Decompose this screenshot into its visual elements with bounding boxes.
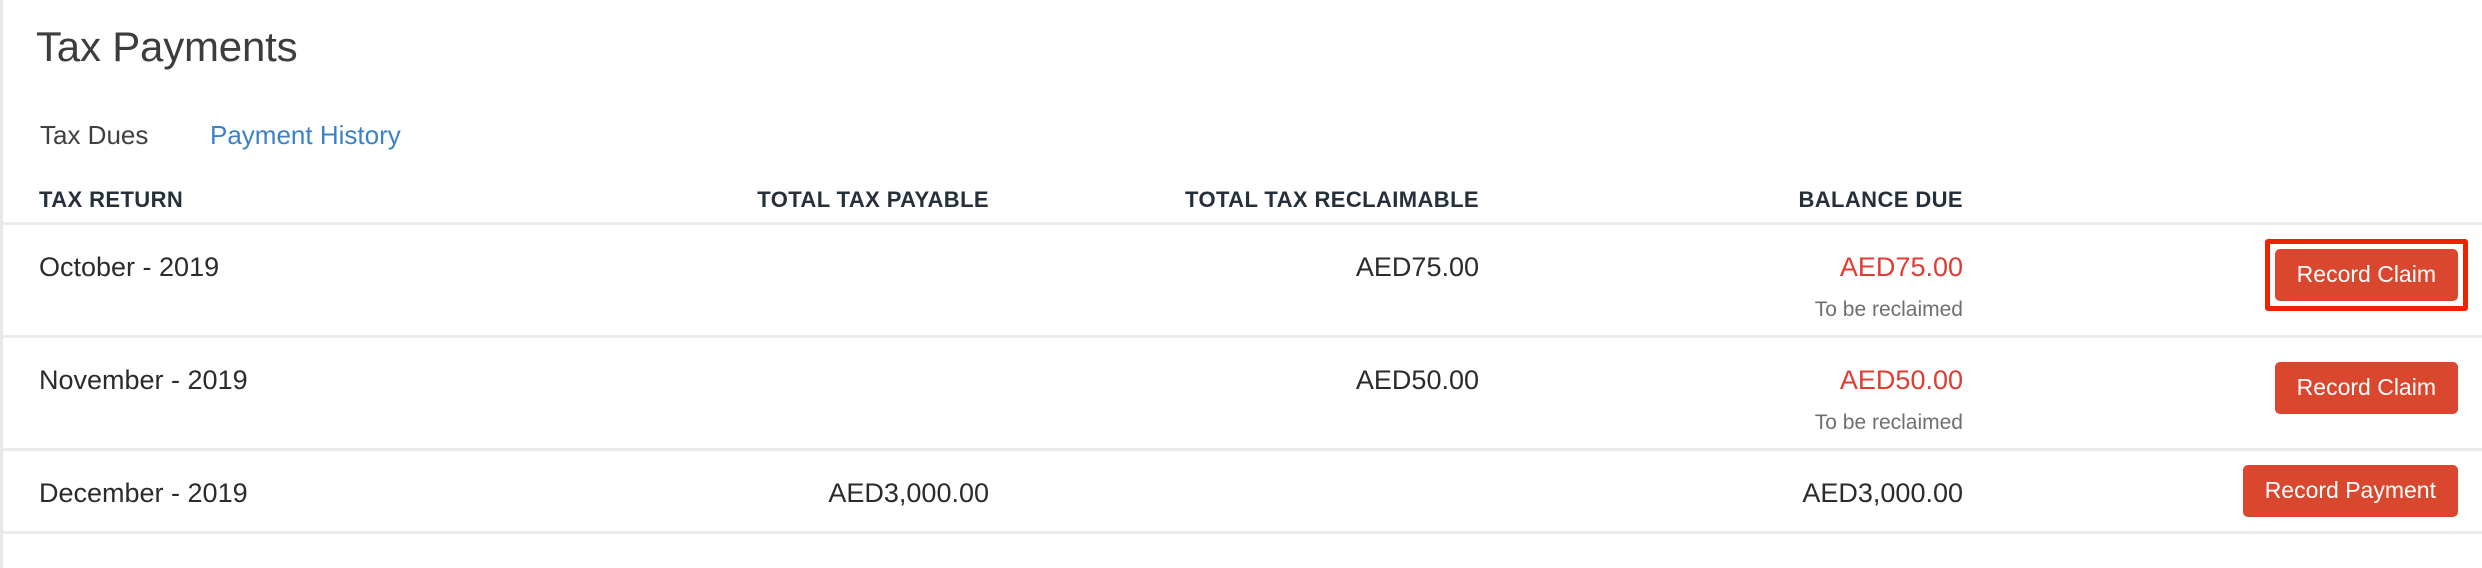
cell-tax-return: November - 2019 bbox=[39, 365, 248, 395]
balance-due-note: To be reclaimed bbox=[1814, 298, 1963, 321]
table-row[interactable]: November - 2019 AED50.00 AED50.00 To be … bbox=[3, 338, 2482, 451]
table-header-row: TAX RETURN TOTAL TAX PAYABLE TOTAL TAX R… bbox=[3, 168, 2482, 225]
cell-balance-due: AED3,000.00 bbox=[1579, 451, 1963, 511]
balance-due-note: To be reclaimed bbox=[1814, 411, 1963, 434]
cell-balance-due: AED50.00 To be reclaimed bbox=[1579, 338, 1963, 436]
cell-tax-return: October - 2019 bbox=[39, 252, 220, 282]
cell-action: Record Claim bbox=[2063, 225, 2468, 311]
cell-action: Record Claim bbox=[2063, 338, 2458, 414]
cell-total-tax-reclaimable: AED75.00 bbox=[1355, 252, 1479, 282]
record-claim-button[interactable]: Record Claim bbox=[2274, 249, 2458, 301]
column-header-total-tax-payable: TOTAL TAX PAYABLE bbox=[757, 187, 989, 212]
tax-dues-table: TAX RETURN TOTAL TAX PAYABLE TOTAL TAX R… bbox=[3, 168, 2482, 566]
record-claim-button-wrapper: Record Claim bbox=[2264, 239, 2468, 311]
page-title: Tax Payments bbox=[36, 23, 298, 70]
tab-payment-history[interactable]: Payment History bbox=[210, 120, 401, 150]
table-row-partial[interactable] bbox=[3, 534, 2482, 566]
column-header-tax-return: TAX RETURN bbox=[39, 187, 184, 212]
column-header-total-tax-reclaimable: TOTAL TAX RECLAIMABLE bbox=[1185, 187, 1479, 212]
tab-bar: Tax Dues Payment History bbox=[3, 110, 2482, 278]
table-row[interactable]: December - 2019 AED3,000.00 AED3,000.00 … bbox=[3, 451, 2482, 534]
tab-tax-dues[interactable]: Tax Dues bbox=[40, 120, 149, 150]
cell-balance-due: AED75.00 To be reclaimed bbox=[1579, 225, 1963, 323]
record-claim-button[interactable]: Record Claim bbox=[2274, 362, 2458, 414]
record-payment-button[interactable]: Record Payment bbox=[2242, 465, 2458, 517]
column-header-action bbox=[2063, 168, 2458, 186]
cell-tax-return: December - 2019 bbox=[39, 478, 248, 508]
cell-total-tax-reclaimable bbox=[1089, 451, 1479, 475]
table-row[interactable]: October - 2019 AED75.00 AED75.00 To be r… bbox=[3, 225, 2482, 338]
record-payment-button-wrapper: Record Payment bbox=[2242, 465, 2458, 517]
cell-total-tax-payable bbox=[599, 225, 989, 249]
cell-total-tax-payable: AED3,000.00 bbox=[828, 478, 989, 508]
cell-total-tax-payable bbox=[599, 338, 989, 362]
cell-total-tax-reclaimable: AED50.00 bbox=[1355, 365, 1479, 395]
balance-due-amount: AED50.00 bbox=[1839, 365, 1963, 395]
balance-due-amount: AED75.00 bbox=[1839, 252, 1963, 282]
balance-due-amount: AED3,000.00 bbox=[1802, 478, 1963, 508]
column-header-balance-due: BALANCE DUE bbox=[1798, 187, 1963, 212]
cell-action: Record Payment bbox=[2063, 451, 2458, 517]
record-claim-button-wrapper: Record Claim bbox=[2274, 362, 2458, 414]
